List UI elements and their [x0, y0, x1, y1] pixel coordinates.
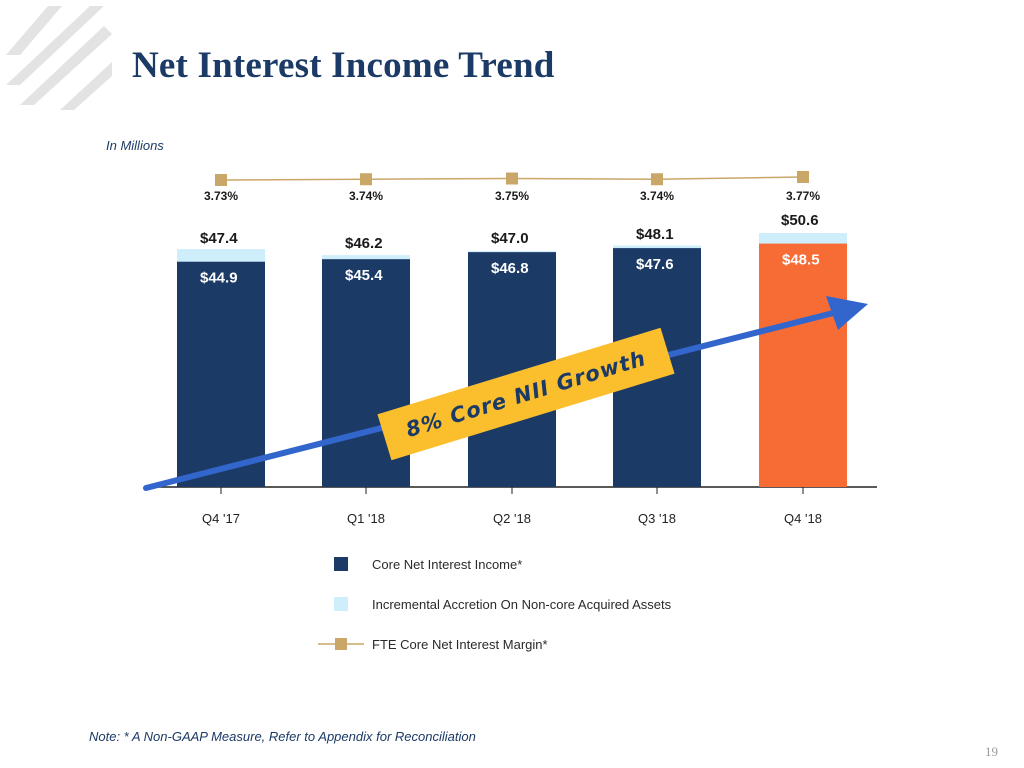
margin-point [797, 171, 809, 183]
page-number: 19 [985, 744, 998, 759]
margin-point [506, 172, 518, 185]
x-tick-label: Q4 '17 [202, 511, 240, 526]
margin-label: 3.73% [204, 189, 238, 203]
data-label-core: $48.5 [782, 252, 820, 269]
bar-accretion [613, 245, 701, 249]
margin-point [360, 173, 372, 186]
margin-label: 3.75% [495, 189, 529, 203]
bar-core [759, 243, 847, 487]
bar-accretion [177, 249, 265, 262]
margin-label: 3.74% [349, 189, 383, 203]
legend-label-margin: FTE Core Net Interest Margin* [372, 637, 548, 652]
page-title: Net Interest Income Trend [132, 45, 555, 86]
bar-accretion [468, 251, 556, 253]
data-label-core: $45.4 [345, 267, 383, 284]
data-label-total: $50.6 [781, 212, 819, 229]
margin-label: 3.74% [640, 189, 674, 203]
data-label-core: $44.9 [200, 270, 238, 287]
x-tick-label: Q2 '18 [493, 511, 531, 526]
data-label-total: $48.1 [636, 226, 674, 243]
margin-label: 3.77% [786, 189, 820, 203]
bar-accretion [759, 233, 847, 244]
legend-marker-margin [318, 638, 364, 650]
growth-arrow-head [826, 296, 868, 330]
x-tick-label: Q1 '18 [347, 511, 385, 526]
data-label-total: $46.2 [345, 235, 383, 252]
bar-core [177, 261, 265, 487]
company-logo [6, 6, 112, 110]
data-label-total: $47.4 [200, 230, 238, 247]
data-label-core: $46.8 [491, 260, 529, 277]
legend-label-core: Core Net Interest Income* [372, 557, 523, 572]
x-tick-label: Q4 '18 [784, 511, 822, 526]
data-label-core: $47.6 [636, 256, 674, 273]
footnote: Note: * A Non-GAAP Measure, Refer to App… [89, 729, 476, 744]
legend-swatch-accretion [334, 597, 348, 611]
legend-label-accretion: Incremental Accretion On Non-core Acquir… [372, 597, 672, 612]
data-label-total: $47.0 [491, 230, 529, 247]
x-tick-label: Q3 '18 [638, 511, 676, 526]
margin-point [215, 174, 227, 186]
legend-swatch-core [334, 557, 348, 571]
units-subtitle: In Millions [106, 138, 164, 153]
margin-point [651, 173, 663, 186]
bar-accretion [322, 255, 410, 260]
